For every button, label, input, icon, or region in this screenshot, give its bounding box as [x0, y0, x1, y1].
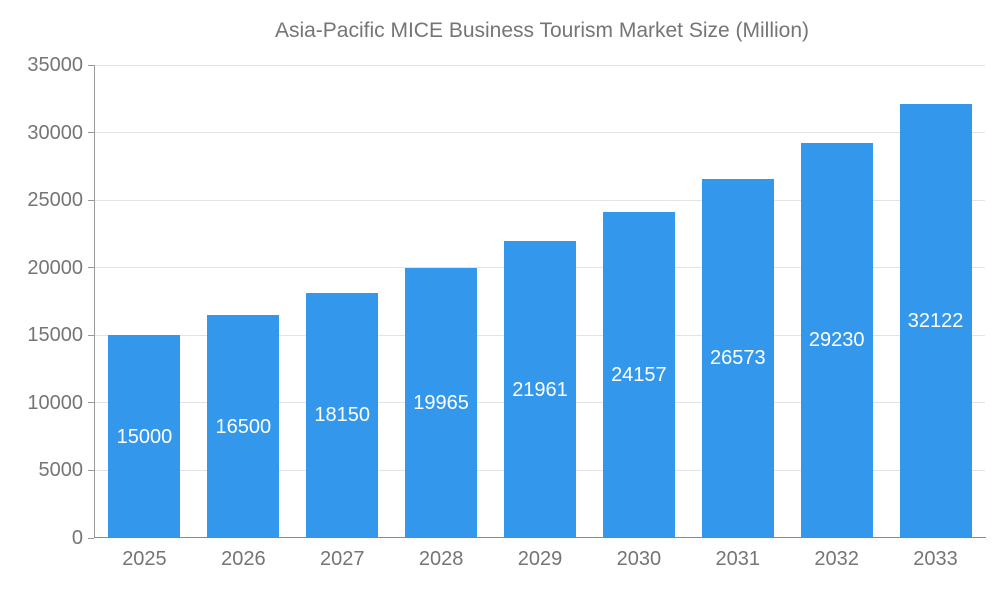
gridline — [95, 132, 985, 134]
x-tick-label: 2032 — [814, 548, 859, 570]
bar-2027[interactable] — [306, 292, 379, 538]
bar-2030[interactable] — [602, 211, 675, 538]
bar-value-label: 16500 — [215, 415, 272, 438]
y-tick-mark — [88, 64, 94, 66]
bar-2033[interactable] — [899, 103, 972, 538]
y-tick-label: 5000 — [38, 459, 84, 482]
y-tick-label: 0 — [71, 527, 83, 549]
bar-chart: 15000 16500 18150 19965 21961 24157 26573 29230… — [88, 64, 986, 539]
x-tick-label: 2033 — [913, 548, 958, 570]
x-tick-label: 2031 — [715, 548, 761, 570]
y-tick-label: 35000 — [27, 54, 83, 76]
y-tick-mark — [88, 469, 94, 471]
chart-legend: Asia-Pacific MICE Business Tourism Marke… — [0, 18, 1000, 44]
x-tick-label: 2026 — [221, 548, 266, 570]
x-tick-label: 2028 — [418, 548, 464, 570]
bar-2029[interactable] — [504, 241, 576, 538]
x-tick-label: 2025 — [122, 548, 167, 570]
y-tick-label: 30000 — [27, 121, 83, 144]
y-tick-mark — [88, 267, 94, 269]
bar-value-label: 19965 — [413, 392, 469, 415]
x-tick-label: 2029 — [517, 548, 563, 570]
bar-value-label: 24157 — [611, 363, 667, 386]
y-tick-mark — [88, 402, 94, 404]
y-tick-label: 10000 — [27, 391, 83, 414]
bar-value-label: 32122 — [907, 309, 964, 332]
x-tick-label: 2030 — [616, 548, 662, 570]
legend-swatch[interactable] — [191, 18, 261, 44]
bar-value-label: 15000 — [116, 425, 173, 448]
bar-value-label: 26573 — [709, 347, 766, 370]
y-tick-mark — [88, 537, 94, 539]
y-tick-mark — [88, 199, 94, 201]
bar-2028[interactable] — [405, 268, 478, 538]
chart-title: Asia-Pacific MICE Business Tourism Marke… — [274, 19, 810, 42]
bar-2026[interactable] — [207, 315, 280, 538]
y-tick-label: 25000 — [27, 189, 83, 212]
bar-value-label: 18150 — [314, 404, 371, 427]
gridline — [95, 64, 985, 66]
gridline — [95, 199, 985, 201]
x-tick-label: 2027 — [319, 548, 365, 570]
y-tick-label: 20000 — [27, 256, 83, 279]
y-tick-mark — [88, 334, 94, 336]
bar-2032[interactable] — [800, 142, 873, 538]
plot-area: 15000 16500 18150 19965 21961 24157 26573 29230… — [88, 64, 986, 539]
y-tick-mark — [88, 132, 94, 134]
bar-2031[interactable] — [701, 178, 774, 538]
y-axis-line — [94, 65, 95, 538]
bar-2025[interactable] — [108, 335, 181, 538]
y-tick-label: 15000 — [27, 324, 83, 347]
bar-value-label: 29230 — [808, 329, 865, 352]
bar-value-label: 21961 — [512, 378, 568, 401]
